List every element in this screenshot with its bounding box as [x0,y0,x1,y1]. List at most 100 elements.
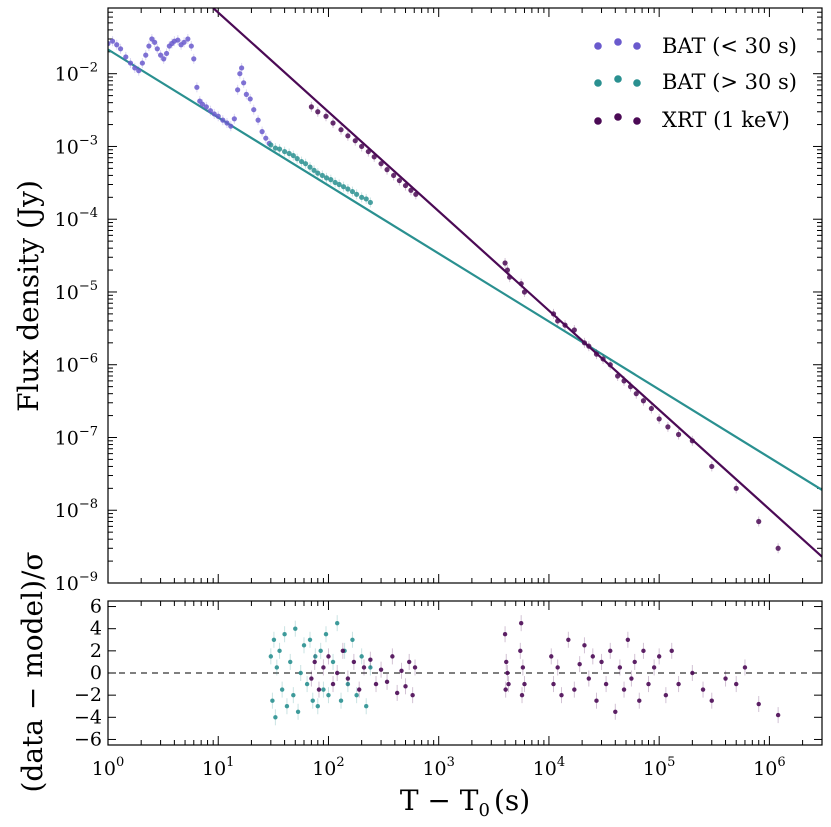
residual-point [321,665,326,670]
flux-point [756,518,762,525]
residual-point [632,659,637,665]
flux-point [550,311,557,317]
flux-point [308,104,314,110]
residual-point [586,676,592,681]
residual-point [373,681,379,687]
flux-point [185,36,191,42]
residual-point [410,692,415,698]
x-tick-label: 106 [753,755,785,780]
residual-point [384,679,390,685]
residual-point [345,676,351,681]
x-axis-title: T − T0 (s) [400,784,530,821]
residual-point [361,665,367,670]
y-tick-label: 10−5 [55,279,98,304]
flux-point [709,463,715,470]
residual-point [345,681,351,687]
flux-point [571,327,577,333]
residual-point [326,692,331,698]
flux-point [775,545,781,551]
residual-tick-label: −6 [74,728,102,750]
flux-point [323,113,329,119]
flux-point [302,161,309,167]
x-tick-label: 104 [533,755,565,780]
x-tick-label: 105 [643,755,675,780]
residual-point [307,637,313,642]
flux-point [199,101,206,107]
legend: BAT (< 30 s) BAT (> 30 s) XRT (1 keV) [594,34,797,132]
residual-point [315,704,320,709]
flux-point [146,43,152,49]
flux-point [323,175,330,181]
residual-point [555,665,560,670]
flux-point [396,177,402,184]
top-y-tick-labels: 10−9 10−8 10−7 10−6 10−5 10−4 10−3 10−2 [55,61,98,595]
residual-tick-label: 0 [90,662,102,684]
flux-point [298,158,305,165]
flux-point [675,431,682,438]
flux-point [518,281,524,287]
legend-label-bat-early: BAT (< 30 s) [662,34,797,58]
flux-point [621,378,627,384]
flux-point [211,111,217,117]
residual-point [310,698,315,703]
flux-point [413,191,419,197]
flux-point [220,117,226,123]
residual-point [356,687,362,692]
flux-point [251,107,257,113]
flux-point [139,60,145,66]
residual-point [394,690,400,696]
flux-point [239,65,245,71]
bottom-plot-frame [107,600,823,746]
flux-point [268,142,274,148]
flux-point [231,116,237,122]
flux-point [586,343,592,349]
flux-point [656,416,662,422]
flux-point [315,170,321,176]
flux-point [311,167,317,173]
residual-point [378,667,384,672]
flux-point [235,87,241,93]
flux-point [328,177,334,183]
flux-point [237,71,243,77]
residual-point [295,709,301,714]
residual-point [330,659,336,665]
residual-point [617,665,623,670]
x-tick-label: 102 [312,755,344,780]
residual-point [676,681,681,687]
flux-point [367,199,373,206]
residual-point [282,632,287,637]
residual-point [403,684,408,689]
flux-point [127,60,134,66]
residual-tick-label: 4 [90,618,102,640]
flux-point [555,318,561,324]
residual-tick-label: 2 [90,640,102,662]
flux-point [263,135,269,141]
top-plot-frame [107,7,823,584]
flux-point [733,485,739,491]
residual-point [599,659,604,665]
residual-point [321,687,326,692]
flux-point [207,108,214,114]
residual-point [775,712,781,718]
x-axis-title-unit: (s) [494,784,530,817]
residual-point [709,698,714,703]
flux-point [593,351,600,357]
residual-point [656,654,662,659]
residual-point [359,654,364,659]
flux-point [157,52,164,58]
residual-point [350,637,355,642]
residual-point [518,620,524,626]
residual-point [354,692,359,698]
residual-point [519,692,525,698]
flux-point [349,188,356,195]
flux-point [336,181,342,188]
flux-point [338,127,344,133]
residual-point [301,643,307,648]
top-axis-ticks [107,7,823,584]
residual-point [756,701,761,707]
residual-point [364,704,369,709]
residual-point [506,681,511,687]
flux-point [307,164,313,170]
x-tick-label: 101 [202,755,234,780]
